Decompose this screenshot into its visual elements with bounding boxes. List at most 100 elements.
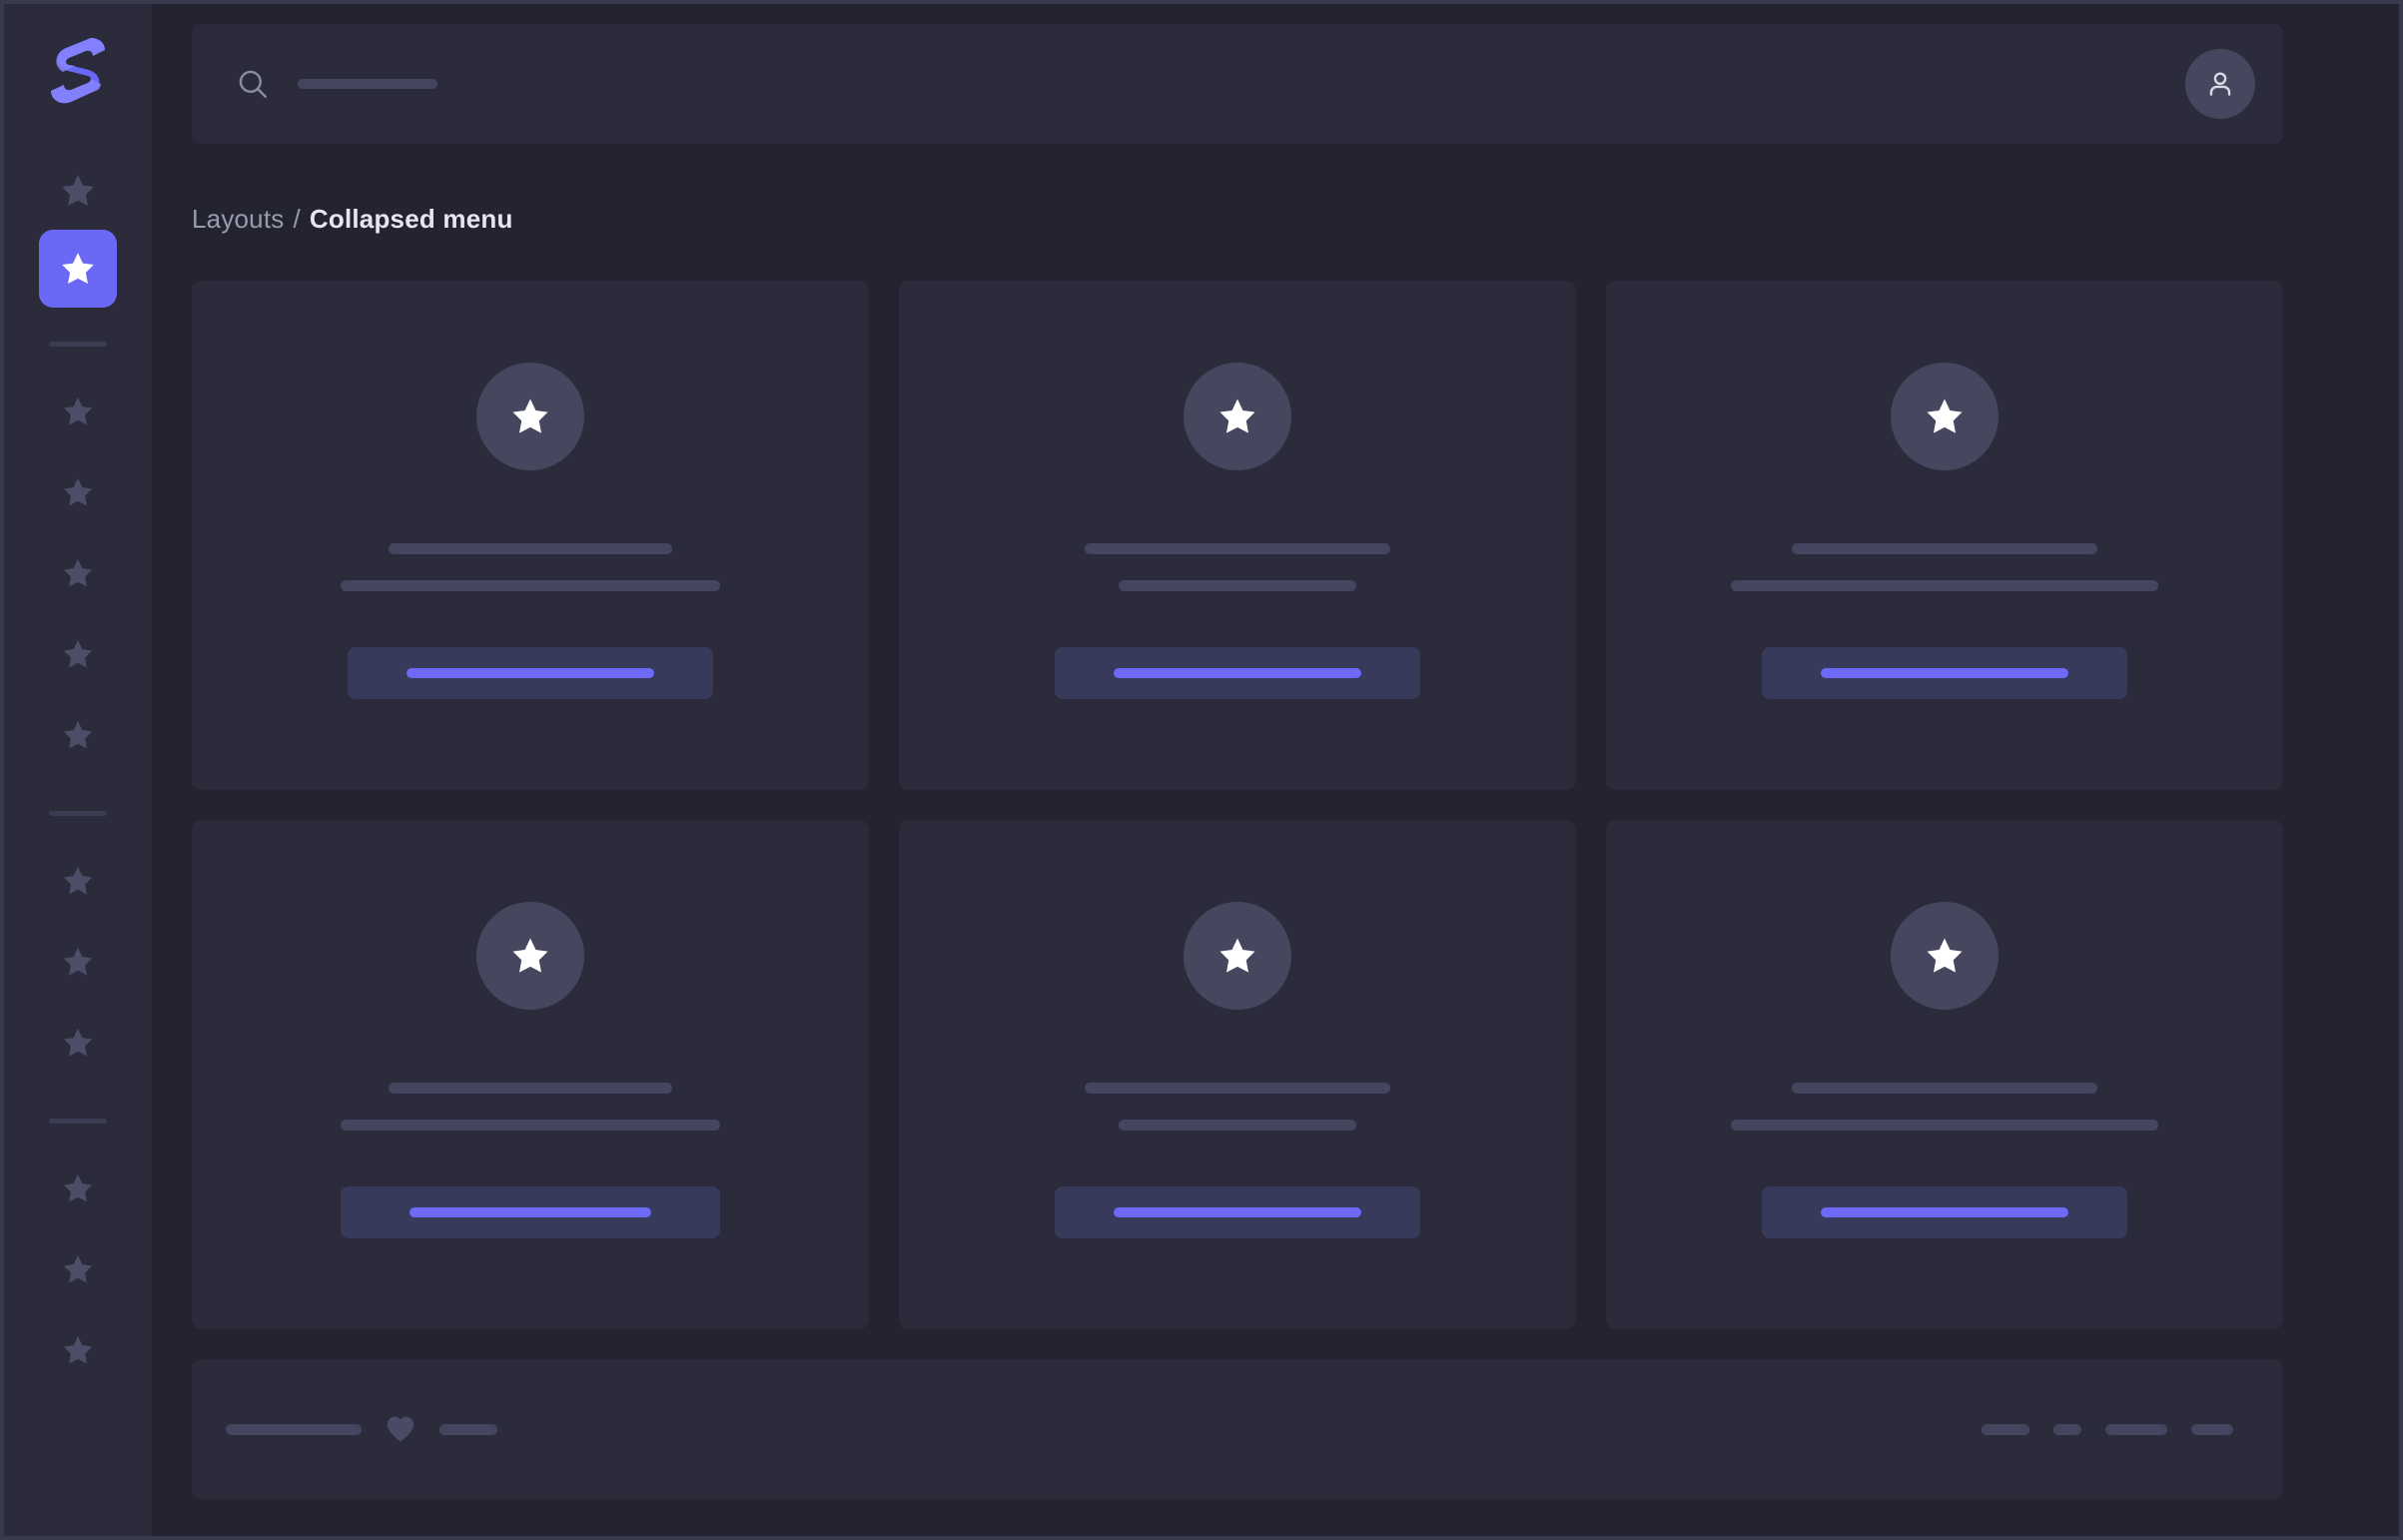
- search-field[interactable]: [236, 67, 2185, 101]
- footer-skeleton-1: [439, 1423, 497, 1435]
- card-button-label-skeleton: [1113, 668, 1362, 678]
- sidebar: [4, 4, 152, 1536]
- card-title-skeleton: [1085, 1083, 1390, 1094]
- card-avatar: [1184, 902, 1291, 1010]
- sidebar-group-2: [39, 373, 117, 777]
- card-grid: [192, 281, 2283, 1329]
- card-subtitle-skeleton: [1731, 1120, 2158, 1131]
- breadcrumb-separator: /: [293, 204, 301, 234]
- card-avatar: [1891, 363, 1999, 470]
- sidebar-item-5[interactable]: [39, 615, 117, 693]
- card-action-button[interactable]: [1761, 1186, 2128, 1238]
- card-avatar: [476, 363, 584, 470]
- card-skeleton-lines: [192, 543, 869, 591]
- star-icon: [1927, 938, 1963, 973]
- card-subtitle-skeleton: [341, 580, 720, 591]
- app-logo[interactable]: [45, 34, 111, 108]
- sidebar-item-12[interactable]: [39, 1311, 117, 1389]
- star-icon: [63, 639, 93, 668]
- footer-bar: [192, 1359, 2283, 1499]
- card-skeleton-lines: [1606, 1083, 2283, 1131]
- card-action-button[interactable]: [1054, 647, 1421, 699]
- sidebar-item-1-active[interactable]: [39, 230, 117, 308]
- sidebar-divider-1: [49, 342, 107, 347]
- star-icon: [62, 175, 94, 207]
- card-button-label-skeleton: [1820, 1207, 2069, 1217]
- card-button-label-skeleton: [408, 1207, 652, 1217]
- footer-skeleton-5[interactable]: [2191, 1423, 2233, 1435]
- star-icon: [63, 720, 93, 749]
- heart-icon[interactable]: [386, 1415, 415, 1443]
- sidebar-item-6[interactable]: [39, 696, 117, 774]
- breadcrumb: Layouts / Collapsed menu: [192, 204, 2283, 235]
- user-avatar-button[interactable]: [2185, 49, 2255, 119]
- card-button-label-skeleton: [405, 668, 655, 678]
- sidebar-item-8[interactable]: [39, 923, 117, 1001]
- card-subtitle-skeleton: [1119, 580, 1356, 591]
- card-skeleton-lines: [899, 543, 1576, 591]
- card-action-button[interactable]: [1054, 1186, 1421, 1238]
- card-2[interactable]: [1606, 281, 2283, 790]
- star-icon: [63, 866, 93, 895]
- sidebar-group-3: [39, 842, 117, 1085]
- sidebar-group-4: [39, 1150, 117, 1392]
- star-icon: [512, 938, 548, 973]
- sidebar-item-10[interactable]: [39, 1150, 117, 1227]
- card-title-skeleton: [1792, 543, 2097, 554]
- card-action-button[interactable]: [341, 1186, 720, 1238]
- sidebar-item-0[interactable]: [39, 152, 117, 230]
- card-title-skeleton: [388, 1083, 673, 1094]
- star-icon: [63, 1028, 93, 1057]
- spiral-s-logo-icon: [51, 38, 105, 104]
- star-icon: [63, 947, 93, 976]
- card-3[interactable]: [192, 820, 869, 1329]
- card-title-skeleton: [1792, 1083, 2097, 1094]
- card-avatar: [1184, 363, 1291, 470]
- card-subtitle-skeleton: [1731, 580, 2158, 591]
- card-4[interactable]: [899, 820, 1576, 1329]
- sidebar-group-primary: [39, 152, 117, 308]
- card-skeleton-lines: [1606, 543, 2283, 591]
- sidebar-item-11[interactable]: [39, 1230, 117, 1308]
- sidebar-item-9[interactable]: [39, 1004, 117, 1082]
- card-1[interactable]: [899, 281, 1576, 790]
- footer-skeleton-4[interactable]: [2105, 1423, 2167, 1435]
- sidebar-divider-3: [49, 1119, 107, 1124]
- breadcrumb-current: Collapsed menu: [309, 204, 513, 234]
- card-button-label-skeleton: [1113, 1207, 1362, 1217]
- star-icon: [63, 1335, 93, 1364]
- card-subtitle-skeleton: [1119, 1120, 1356, 1131]
- sidebar-item-4[interactable]: [39, 534, 117, 612]
- sidebar-item-7[interactable]: [39, 842, 117, 920]
- main-content: Layouts / Collapsed menu: [152, 4, 2399, 1536]
- app-window: Layouts / Collapsed menu: [4, 4, 2399, 1536]
- star-icon: [63, 477, 93, 506]
- star-icon: [1219, 398, 1255, 433]
- star-icon: [63, 558, 93, 587]
- star-icon: [63, 1254, 93, 1283]
- footer-skeleton-2[interactable]: [1982, 1423, 2029, 1435]
- card-title-skeleton: [1085, 543, 1390, 554]
- card-0[interactable]: [192, 281, 869, 790]
- card-skeleton-lines: [192, 1083, 869, 1131]
- star-icon: [62, 253, 94, 285]
- card-avatar: [476, 902, 584, 1010]
- sidebar-item-2[interactable]: [39, 373, 117, 450]
- star-icon: [1927, 398, 1963, 433]
- card-button-label-skeleton: [1820, 668, 2069, 678]
- card-action-button[interactable]: [1761, 647, 2128, 699]
- card-5[interactable]: [1606, 820, 2283, 1329]
- card-title-skeleton: [388, 543, 673, 554]
- sidebar-item-3[interactable]: [39, 453, 117, 531]
- star-icon: [512, 398, 548, 433]
- star-icon: [63, 396, 93, 425]
- star-icon: [1219, 938, 1255, 973]
- search-input-placeholder[interactable]: [298, 79, 437, 89]
- breadcrumb-root[interactable]: Layouts: [192, 204, 285, 234]
- card-skeleton-lines: [899, 1083, 1576, 1131]
- card-subtitle-skeleton: [341, 1120, 720, 1131]
- footer-skeleton-0: [226, 1423, 362, 1435]
- card-action-button[interactable]: [347, 647, 714, 699]
- user-icon: [2209, 72, 2231, 96]
- footer-skeleton-3[interactable]: [2053, 1423, 2081, 1435]
